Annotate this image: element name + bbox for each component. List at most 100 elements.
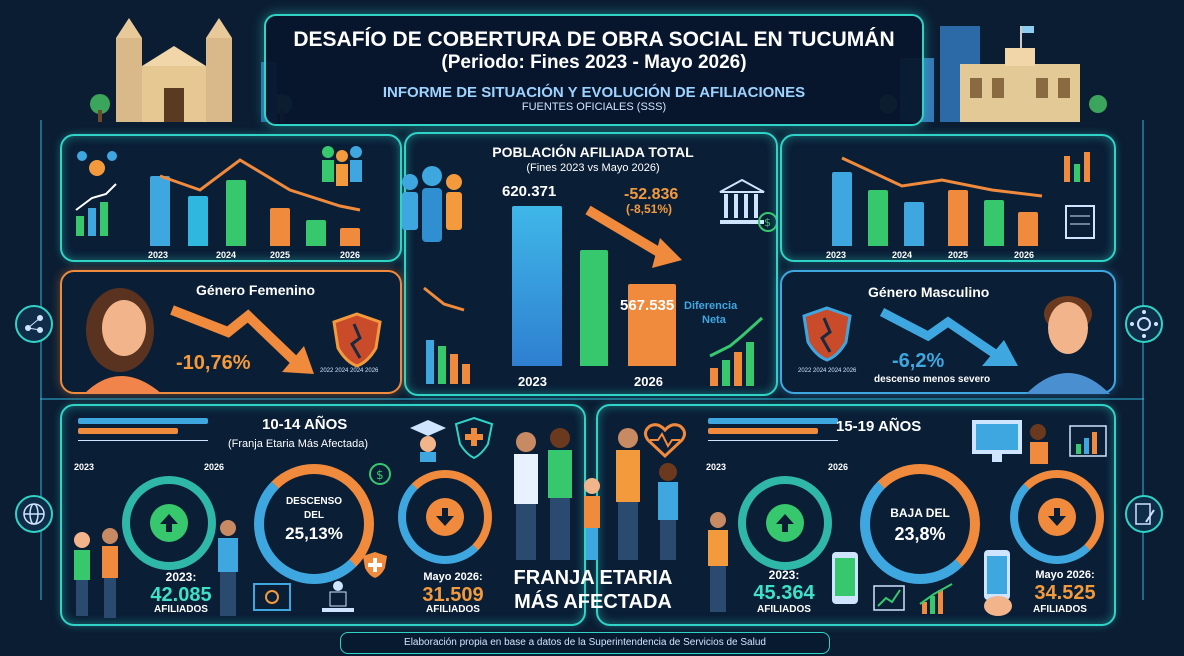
shield-plus-icon	[363, 552, 387, 578]
family-icon	[322, 146, 362, 186]
diff-value: -52.836	[624, 186, 679, 203]
phone-hand-icon	[984, 550, 1012, 616]
student-illustration	[218, 520, 238, 616]
male-panel: Género Masculino 2022 2024 2024 2026 -6,…	[780, 270, 1116, 394]
circuit-line	[40, 120, 42, 600]
circuit-line	[40, 398, 1144, 400]
header-title-box: DESAFÍO DE COBERTURA DE OBRA SOCIAL EN T…	[264, 14, 924, 126]
age-15-19-panel: 2023 2026 15-19 AÑOS BAJA DEL 23,8% 2023…	[596, 404, 1116, 626]
bank-icon: $	[719, 178, 776, 232]
ring-value: 25,13%	[285, 524, 343, 543]
main-title: DESAFÍO DE COBERTURA DE OBRA SOCIAL EN T…	[293, 28, 895, 51]
up-ring	[738, 476, 832, 570]
year-label: 2026	[340, 250, 361, 260]
people-group-icon	[402, 166, 462, 242]
age-10-14-left-unit: AFILIADOS	[154, 604, 208, 615]
bar-2023	[78, 418, 208, 424]
age-10-14-right-label: Mayo 2026:	[423, 571, 483, 583]
growth-chart-icon	[1069, 425, 1107, 457]
bar-2026	[78, 428, 178, 434]
value-2026-label: 567.535	[620, 297, 675, 314]
settings-network-icon	[1125, 305, 1163, 343]
male-title: Género Masculino	[868, 284, 990, 300]
age-10-14-subtitle: (Franja Etaria Más Afectada)	[228, 438, 369, 450]
ring-line-1: DESCENSO	[285, 496, 343, 507]
dollar-icon: $	[369, 463, 391, 485]
year-label: 2023	[826, 250, 847, 260]
total-population-panel: POBLACIÓN AFILIADA TOTAL (Fines 2023 vs …	[402, 132, 778, 396]
remote-work-illustration	[972, 420, 1048, 464]
man-avatar	[1026, 296, 1110, 394]
heart-pulse-icon	[643, 423, 687, 459]
most-affected-line-2: MÁS AFECTADA	[514, 591, 672, 613]
down-ring	[1010, 470, 1104, 564]
broken-shield-icon	[802, 306, 852, 362]
zigzag-down-arrow-icon	[879, 308, 1018, 366]
trend-arrow-icon	[841, 156, 1043, 198]
svg-text:$: $	[764, 216, 771, 229]
youth-group-illustration	[514, 428, 678, 560]
female-mini-years: 2022 2024 2024 2026	[320, 368, 379, 374]
diff-label: Diferencia	[684, 300, 738, 312]
ring-line-2: DEL	[304, 510, 324, 521]
decline-ring: DESCENSO DEL 25,13%	[254, 464, 374, 584]
ring-value: 23,8%	[894, 524, 946, 544]
globe-icon	[15, 495, 53, 533]
down-arrow-icon	[1048, 508, 1066, 526]
decline-ring: BAJA DEL 23,8%	[860, 464, 980, 584]
male-note: descenso menos severo	[874, 374, 991, 385]
age-15-19-left-label: 2023:	[768, 568, 800, 582]
teen-illustration	[708, 512, 728, 612]
top-left-bars	[140, 150, 380, 246]
age-10-14-left-value: 42.085	[150, 584, 212, 606]
value-2023-label: 620.371	[502, 183, 557, 200]
network-icon	[15, 305, 53, 343]
svg-text:$: $	[376, 468, 384, 482]
female-panel: Género Femenino -10,76% 2022 2024 2024 2…	[60, 270, 402, 394]
ring-line-1: BAJA DEL	[890, 506, 950, 520]
up-arrow-icon	[776, 514, 794, 532]
down-arrow-icon	[585, 205, 682, 268]
total-subtitle: (Fines 2023 vs Mayo 2026)	[526, 162, 660, 174]
female-value: -10,76%	[176, 352, 251, 374]
year-label: 2025	[270, 250, 291, 260]
age-15-19-right-value: 34.525	[1034, 582, 1096, 604]
total-bars	[502, 204, 702, 366]
mini-bars-up-icon	[709, 316, 764, 386]
age-15-19-right-unit: AFILIADOS	[1033, 604, 1087, 615]
axis-line	[78, 440, 208, 441]
top-right-chart-panel: 2023 2024 2025 2026	[780, 134, 1116, 262]
year-label: 2026	[204, 462, 225, 472]
age-10-14-title: 10-14 AÑOS	[262, 416, 348, 433]
down-ring	[398, 470, 492, 564]
age-10-14-panel: 2023 2026 10-14 AÑOS (Franja Etaria Más …	[60, 404, 586, 626]
year-label: 2026	[1014, 250, 1035, 260]
zigzag-down-arrow-icon	[170, 305, 314, 374]
broken-shield-icon	[332, 312, 382, 368]
female-title: Género Femenino	[196, 282, 316, 298]
bar-2023	[708, 418, 838, 424]
down-arrow-icon	[436, 508, 454, 526]
graduate-shield-icon	[410, 416, 494, 462]
diff-percent: (-8,51%)	[626, 202, 673, 216]
axis-line	[708, 440, 838, 441]
age-15-19-title: 15-19 AÑOS	[836, 418, 922, 435]
male-value: -6,2%	[892, 350, 945, 372]
age-10-14-left-label: 2023:	[165, 570, 197, 584]
age-15-19-right-label: Mayo 2026:	[1035, 569, 1095, 581]
students-illustration	[74, 528, 118, 618]
phone-icon	[832, 552, 858, 604]
report-subtitle: INFORME DE SITUACIÓN Y EVOLUCIÓN DE AFIL…	[382, 84, 806, 101]
bar-2026	[708, 428, 818, 434]
year-label: 2026	[828, 462, 849, 472]
year-label: 2023	[706, 462, 727, 472]
up-ring	[122, 476, 216, 570]
mini-bars-down-icon	[423, 286, 470, 384]
year-label: 2024	[216, 250, 237, 260]
most-affected-line-1: FRANJA ETARIA	[513, 567, 673, 589]
top-right-bars	[822, 150, 1062, 246]
year-label: 2023	[74, 462, 95, 472]
footer-source: Elaboración propia en base a datos de la…	[340, 632, 830, 654]
male-mini-years: 2022 2024 2024 2026	[798, 368, 857, 374]
year-2023-axis: 2023	[518, 374, 547, 389]
